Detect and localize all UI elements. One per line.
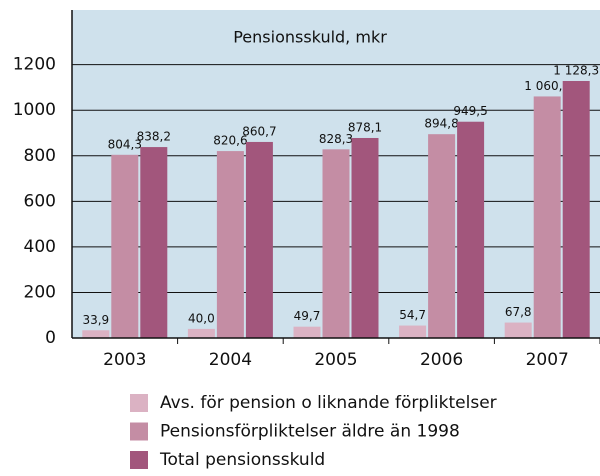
bar — [457, 121, 485, 338]
bar — [322, 149, 350, 338]
value-label: 1 128,3 — [553, 63, 599, 77]
value-label: 33,9 — [82, 313, 109, 327]
chart-title: Pensionsskuld, mkr — [233, 28, 387, 47]
y-tick-label: 0 — [45, 328, 56, 348]
legend-swatch — [130, 451, 148, 469]
bar — [504, 322, 532, 338]
value-label: 949,5 — [453, 104, 487, 118]
value-label: 838,2 — [137, 130, 171, 144]
x-tick-label: 2005 — [314, 350, 357, 370]
value-label: 820,6 — [213, 134, 247, 148]
legend-swatch — [130, 422, 148, 441]
bar — [82, 330, 110, 338]
y-tick-label: 400 — [24, 237, 56, 257]
value-label: 67,8 — [505, 305, 532, 319]
bar — [111, 154, 139, 338]
y-tick-label: 1200 — [13, 55, 56, 75]
bar — [245, 141, 273, 338]
value-label: 1 060,5 — [524, 79, 570, 93]
x-tick-label: 2006 — [420, 350, 463, 370]
bar — [140, 147, 168, 338]
x-tick-label: 2003 — [103, 350, 146, 370]
legend-label: Avs. för pension o liknande förpliktelse… — [160, 393, 497, 413]
value-label: 49,7 — [294, 309, 321, 323]
value-label: 860,7 — [242, 124, 276, 138]
y-tick-label: 600 — [24, 191, 56, 211]
x-tick-label: 2007 — [526, 350, 569, 370]
bar — [293, 326, 321, 338]
bar — [533, 96, 561, 338]
legend-label: Pensionsförpliktelser äldre än 1998 — [160, 422, 460, 442]
value-label: 40,0 — [188, 311, 215, 325]
value-label: 894,8 — [424, 117, 458, 131]
y-tick-label: 200 — [24, 282, 56, 302]
x-tick-label: 2004 — [209, 350, 252, 370]
value-label: 54,7 — [399, 308, 426, 322]
bar — [428, 134, 456, 338]
legend-label: Total pensionsskuld — [159, 450, 325, 470]
value-label: 878,1 — [348, 120, 382, 134]
value-label: 804,3 — [108, 137, 142, 151]
bar — [187, 328, 215, 338]
y-tick-label: 800 — [24, 146, 56, 166]
value-label: 828,3 — [319, 132, 353, 146]
bar — [216, 151, 244, 338]
y-tick-label: 1000 — [13, 100, 56, 120]
bar — [562, 80, 590, 338]
legend-swatch — [130, 394, 148, 412]
bar — [399, 325, 427, 338]
bar — [351, 137, 379, 338]
